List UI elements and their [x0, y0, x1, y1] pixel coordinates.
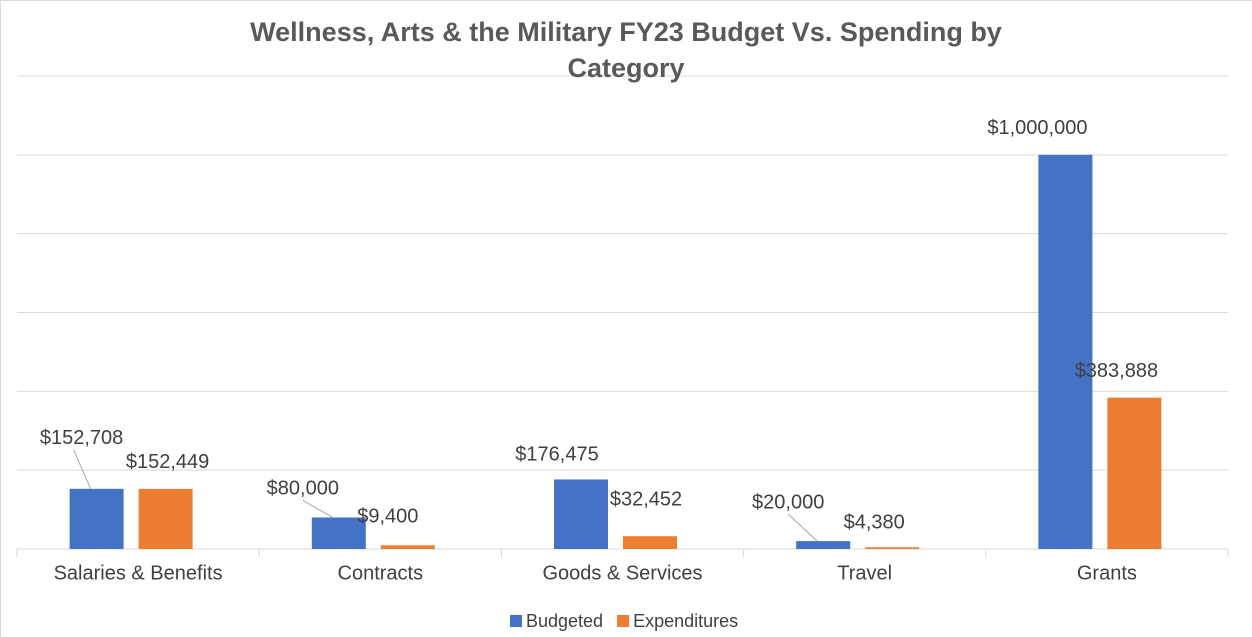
- data-label: $32,452: [610, 488, 682, 510]
- bar: [138, 488, 193, 549]
- bar: [311, 517, 366, 549]
- data-label: $80,000: [267, 478, 339, 500]
- leader-line: [787, 513, 818, 542]
- data-label: $176,475: [515, 444, 598, 466]
- legend-label: Budgeted: [526, 611, 603, 631]
- data-label: $20,000: [752, 491, 824, 513]
- bar: [380, 545, 435, 549]
- data-label: $152,449: [126, 451, 209, 473]
- data-label: $4,380: [844, 512, 905, 534]
- legend-swatch: [510, 615, 522, 627]
- x-tick-label: Contracts: [338, 562, 424, 584]
- x-tick-label: Travel: [837, 562, 892, 584]
- bar: [69, 488, 124, 549]
- bar: [1038, 154, 1093, 550]
- data-label: $152,708: [40, 427, 123, 449]
- legend-label: Expenditures: [633, 611, 738, 631]
- bar: [865, 547, 920, 549]
- x-tick-label: Salaries & Benefits: [54, 562, 223, 584]
- data-label: $1,000,000: [987, 117, 1087, 139]
- leader-line: [302, 500, 334, 518]
- bar: [1107, 397, 1162, 549]
- bar: [623, 536, 677, 549]
- leader-line: [73, 449, 92, 490]
- x-tick-label: Grants: [1077, 562, 1137, 584]
- data-label: $383,888: [1075, 360, 1158, 382]
- bar: [554, 479, 608, 549]
- data-label: $9,400: [357, 506, 418, 528]
- x-tick-label: Goods & Services: [542, 562, 702, 584]
- bar: [796, 541, 851, 549]
- chart-title: Wellness, Arts & the Military FY23 Budge…: [250, 17, 1002, 83]
- legend-swatch: [617, 615, 630, 627]
